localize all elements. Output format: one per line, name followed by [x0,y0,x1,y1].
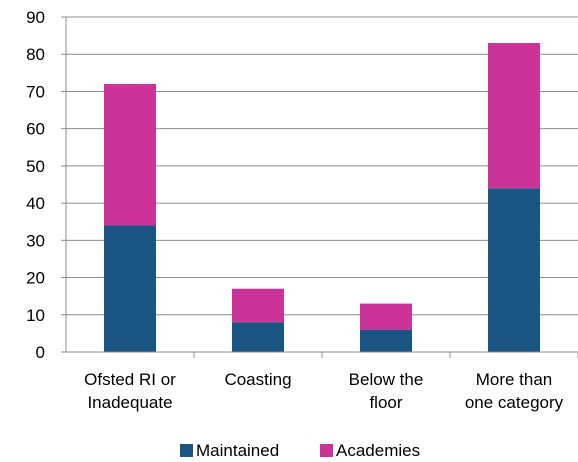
y-tick-label: 20 [26,269,45,288]
legend-label-academies: Academies [336,441,420,460]
bar-maintained-2 [360,329,412,352]
y-axis-tick-labels: 0 10 20 30 40 50 60 70 80 90 [26,8,66,362]
y-tick-label: 70 [26,82,45,101]
y-tick-label: 30 [26,231,45,250]
x-tick-label: Inadequate [87,393,172,412]
y-tick-label: 10 [26,306,45,325]
bar-academies-2 [360,303,412,330]
x-tick-label: Coasting [224,370,291,389]
y-tick-label: 90 [26,8,45,27]
bars [104,43,540,352]
bar-academies-1 [232,288,284,323]
y-tick-label: 0 [36,343,45,362]
bar-academies-0 [104,84,156,226]
axes [65,17,578,358]
bar-maintained-3 [488,188,540,352]
legend-label-maintained: Maintained [196,441,279,460]
y-tick-label: 50 [26,157,45,176]
legend: Maintained Academies [180,441,420,460]
bar-maintained-0 [104,225,156,352]
bar-academies-3 [488,43,540,189]
x-tick-label: Ofsted RI or [84,370,176,389]
x-tick-label: one category [465,393,564,412]
legend-swatch-academies [320,444,333,457]
y-tick-label: 60 [26,120,45,139]
y-tick-label: 80 [26,45,45,64]
y-tick-label: 40 [26,194,45,213]
x-tick-label: More than [476,370,553,389]
x-tick-label: floor [369,393,402,412]
legend-swatch-maintained [180,444,193,457]
x-tick-label: Below the [349,370,424,389]
x-axis-tick-labels: Ofsted RI or Inadequate Coasting Below the f… [84,370,563,412]
bar-maintained-1 [232,322,284,352]
